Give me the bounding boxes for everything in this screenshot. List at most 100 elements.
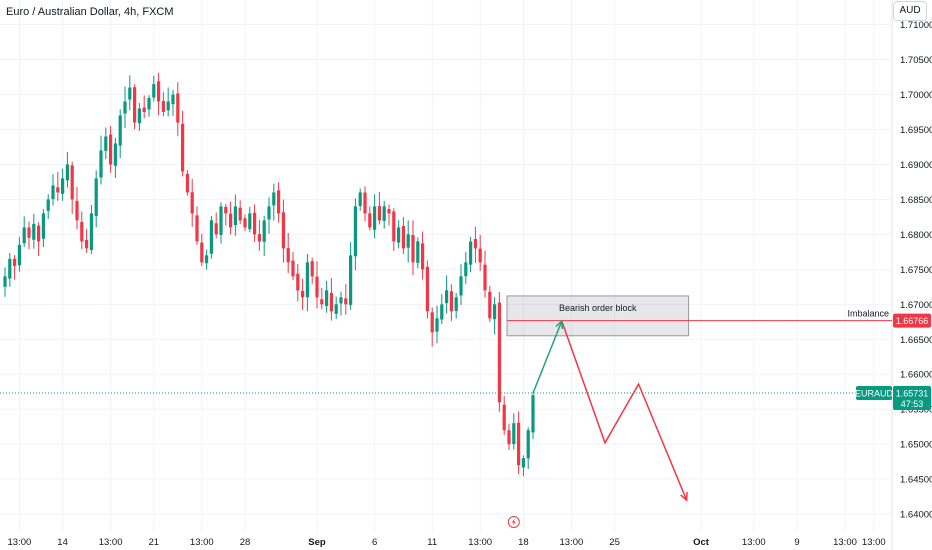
candle xyxy=(454,292,458,319)
x-tick-label: 13:00 xyxy=(833,537,857,548)
candle xyxy=(27,221,31,250)
candle-body xyxy=(13,258,17,266)
candle-body xyxy=(185,174,189,193)
candle xyxy=(80,211,84,250)
candle xyxy=(344,284,348,315)
candle-body xyxy=(195,215,199,242)
candle-body xyxy=(449,291,453,312)
candle xyxy=(56,172,60,201)
candle-body xyxy=(272,192,276,206)
candle xyxy=(449,284,453,322)
candle-body xyxy=(128,87,132,100)
candle xyxy=(99,135,103,185)
candle-body xyxy=(3,276,7,287)
candle xyxy=(478,234,482,271)
last-price-value: 1.65731 xyxy=(896,389,929,399)
candle xyxy=(109,126,113,173)
y-tick-label: 1.68000 xyxy=(900,230,932,241)
candle-body xyxy=(152,84,156,98)
candle-body xyxy=(425,266,429,312)
candle xyxy=(13,255,17,280)
projection-up-leg xyxy=(532,320,563,394)
candle-body xyxy=(142,107,146,113)
candle-body xyxy=(392,211,396,242)
currency-button[interactable]: AUD xyxy=(893,1,927,21)
candle-body xyxy=(137,108,141,124)
candle xyxy=(65,151,69,188)
time-axis: 13:00 14 13:00 21 13:00 28 Sep 6 11 13:00 18 13:00 2… xyxy=(8,537,886,548)
x-tick-label: 6 xyxy=(372,537,377,548)
candle xyxy=(128,75,132,111)
y-tick-label: 1.67500 xyxy=(900,265,932,276)
candle xyxy=(512,413,516,450)
candle xyxy=(497,292,501,412)
candle xyxy=(171,89,175,116)
candle xyxy=(142,95,146,119)
x-tick-label: 13:00 xyxy=(742,537,766,548)
symbol-tag-bg xyxy=(856,386,892,401)
x-tick-label: 28 xyxy=(240,537,251,548)
candle-body xyxy=(310,261,314,277)
candle-body xyxy=(262,220,266,242)
candle xyxy=(89,204,93,254)
candle xyxy=(531,391,535,440)
candle-body xyxy=(157,81,161,102)
candle-body xyxy=(531,395,535,433)
candle xyxy=(3,267,7,297)
candle xyxy=(353,198,357,271)
candle-body xyxy=(512,423,516,445)
candle-body xyxy=(329,293,333,312)
candle-body xyxy=(521,458,525,468)
x-tick-label: 13:00 xyxy=(8,537,32,548)
candle-body xyxy=(387,209,391,214)
countdown-value: 47:53 xyxy=(901,399,924,409)
candle xyxy=(123,86,127,128)
candle xyxy=(243,214,247,232)
candle xyxy=(469,236,473,273)
candle xyxy=(526,427,530,469)
candle-body xyxy=(454,297,458,311)
candle xyxy=(75,186,79,230)
candle-body xyxy=(238,207,242,221)
candle-body xyxy=(401,226,405,249)
candle-body xyxy=(526,430,530,459)
candle-body xyxy=(17,244,21,266)
candle xyxy=(401,217,405,255)
candle-body xyxy=(349,255,353,305)
candle xyxy=(272,183,276,221)
candle xyxy=(253,204,257,242)
candle-body xyxy=(51,185,55,200)
candle xyxy=(37,222,41,256)
candle xyxy=(224,203,228,226)
candle xyxy=(425,260,429,319)
candle-body xyxy=(99,150,103,178)
candle xyxy=(233,194,237,236)
candle-body xyxy=(253,212,257,235)
candle-body xyxy=(224,206,228,214)
candle-body xyxy=(382,206,386,221)
x-tick-label: 13:00 xyxy=(560,537,584,548)
candle-body xyxy=(430,312,434,333)
candle xyxy=(41,209,45,248)
candle-series xyxy=(3,72,535,477)
candle-body xyxy=(445,290,449,304)
x-tick-label: 21 xyxy=(149,537,160,548)
candle-body xyxy=(56,187,60,193)
candle-body xyxy=(334,304,338,314)
y-tick-label: 1.69000 xyxy=(900,160,932,171)
price-axis: 1.71000 1.70500 1.70000 1.69500 1.69000 1.685… xyxy=(900,20,932,521)
candle xyxy=(493,297,497,335)
candle-body xyxy=(109,134,113,165)
candle-body xyxy=(8,258,12,279)
candle xyxy=(157,72,161,116)
candle xyxy=(305,253,309,312)
imbalance-tag-value: 1.66766 xyxy=(896,316,929,326)
candle-body xyxy=(80,221,84,242)
candle-body xyxy=(233,206,237,225)
candle xyxy=(94,170,98,228)
candle xyxy=(459,264,463,305)
candle xyxy=(368,206,372,231)
